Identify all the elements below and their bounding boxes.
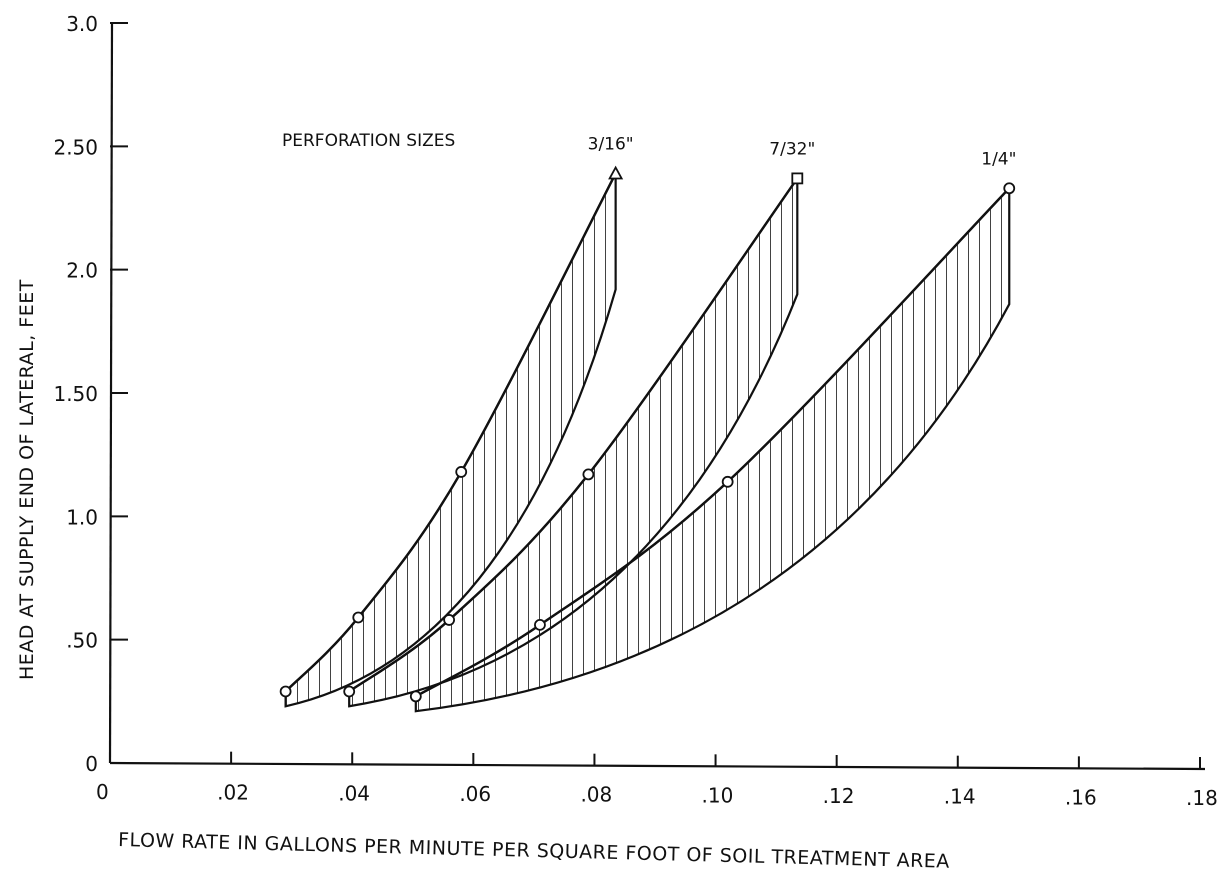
x-tick-label: .04 xyxy=(338,781,370,805)
series-label: 1/4" xyxy=(981,149,1016,169)
band-upper-line xyxy=(284,172,617,693)
y-tick-label: 2.0 xyxy=(66,259,98,283)
data-point xyxy=(352,611,365,624)
perforation-sizes-annotation: PERFORATION SIZES xyxy=(282,131,455,151)
data-point xyxy=(582,468,595,481)
data-point xyxy=(455,466,468,478)
data-point xyxy=(608,165,624,180)
data-point xyxy=(534,618,546,631)
data-point xyxy=(409,690,422,703)
x-tick-label: .08 xyxy=(580,783,612,807)
band-upper-line xyxy=(415,187,1011,698)
data-point xyxy=(343,685,356,698)
y-tick-label: 0 xyxy=(85,752,98,776)
series-label: 3/16" xyxy=(588,134,634,154)
y-tick-label: .50 xyxy=(66,629,98,653)
series-band: 3/16" xyxy=(279,134,634,708)
x-axis-title: FLOW RATE IN GALLONS PER MINUTE PER SQUA… xyxy=(118,829,950,873)
series-band: 1/4" xyxy=(409,149,1016,713)
x-tick-label: .16 xyxy=(1065,785,1097,809)
data-point xyxy=(279,685,292,698)
y-tick-label: 1.50 xyxy=(53,382,98,406)
data-point xyxy=(791,172,804,185)
x-axis-line xyxy=(109,761,1206,771)
data-point xyxy=(721,475,734,488)
y-tick-label: 1.0 xyxy=(66,505,98,529)
series-label: 7/32" xyxy=(769,139,815,159)
data-point xyxy=(443,614,456,626)
axes: 0 .02 .04 .06 .08 .10 .12 .14 .16 .18 0 .50 1.0 1.50 2… xyxy=(53,12,1217,810)
band-upper-line xyxy=(348,177,799,693)
x-tick-label: .12 xyxy=(823,784,855,808)
x-tick-label: .14 xyxy=(944,785,976,809)
x-tick-label: .18 xyxy=(1186,786,1218,810)
y-tick-label: 3.0 xyxy=(66,12,98,36)
data-point xyxy=(1003,182,1016,195)
y-tick-label: 2.50 xyxy=(53,135,98,159)
x-tick-label: .10 xyxy=(702,783,734,807)
y-axis-title: HEAD AT SUPPLY END OF LATERAL, FEET xyxy=(16,279,38,680)
x-tick-label: 0 xyxy=(96,780,109,804)
x-tick-label: .06 xyxy=(459,782,491,806)
series-bands: 3/16" 7/32" 1/4" xyxy=(279,134,1016,713)
x-tick-label: .02 xyxy=(217,781,249,805)
